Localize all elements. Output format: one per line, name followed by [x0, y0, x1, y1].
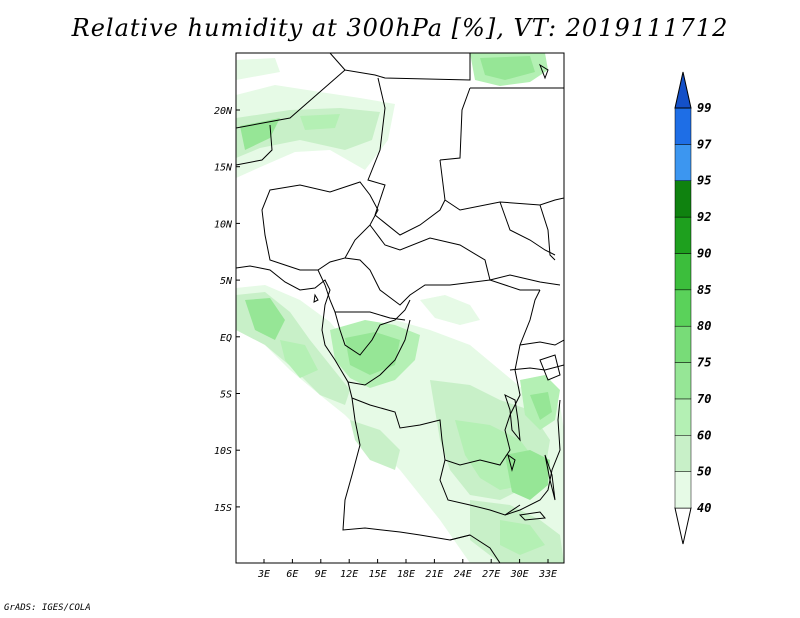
colorbar-box: [674, 216, 692, 254]
lon-label: 33E: [538, 569, 557, 580]
lat-label: 5S: [220, 390, 232, 401]
map-title: Relative humidity at 300hPa [%], VT: 201…: [71, 14, 729, 42]
colorbar-label: 60: [697, 428, 711, 442]
colorbar-high-arrow: [674, 71, 692, 109]
colorbar-box: [674, 180, 692, 218]
map-frame: [235, 52, 565, 564]
lat-label: 20N: [214, 106, 233, 117]
colorbar-box: [674, 471, 692, 509]
lat-label: EQ: [220, 333, 232, 344]
colorbar-box: [674, 362, 692, 400]
lat-label: 5N: [220, 276, 233, 287]
colorbar-box: [674, 435, 692, 472]
colorbar-label: 50: [697, 465, 711, 479]
colorbar-box: [674, 289, 692, 327]
lon-label: 21E: [425, 569, 443, 580]
lat-label: 15S: [214, 503, 232, 514]
colorbar-label: 80: [697, 319, 711, 333]
lon-label: 12E: [340, 569, 358, 580]
lat-label: 10S: [214, 446, 232, 457]
colorbar-label: 99: [697, 101, 711, 115]
colorbar-label: 40: [697, 501, 711, 515]
colorbar-label: 97: [697, 137, 712, 151]
colorbar-box: [674, 398, 692, 436]
longitude-axis: 3E 6E 9E 12E 15E 18E 21E 24E 27E 30E 33E: [257, 559, 557, 580]
lat-label: 15N: [214, 163, 233, 174]
colorbar-box: [674, 253, 692, 291]
colorbar-box: [674, 325, 692, 363]
country-borders: [236, 53, 564, 563]
colorbar-box: [674, 144, 692, 181]
lon-label: 15E: [369, 569, 387, 580]
grads-credit: GrADS: IGES/COLA: [4, 603, 91, 613]
colorbar-label: 75: [697, 356, 711, 370]
lon-label: 6E: [286, 569, 298, 580]
colorbar-low-arrow: [674, 507, 692, 545]
colorbar-label: 95: [697, 174, 711, 188]
lon-label: 30E: [510, 569, 529, 580]
lon-label: 9E: [315, 569, 327, 580]
colorbar-label: 85: [697, 283, 711, 297]
colorbar-label: 92: [697, 210, 711, 224]
latitude-axis: 20N 15N 10N 5N EQ 5S 10S 15S: [214, 106, 240, 514]
lon-label: 18E: [397, 569, 415, 580]
humidity-fill-layer: [236, 53, 564, 563]
colorbar: 40 50 60 70 75 80 85 90 92 95 97 99: [674, 71, 712, 545]
lon-label: 3E: [257, 569, 270, 580]
lat-label: 10N: [214, 219, 233, 230]
colorbar-label: 70: [697, 392, 711, 406]
colorbar-box: [674, 107, 692, 145]
lon-label: 27E: [482, 569, 500, 580]
colorbar-label: 90: [697, 246, 711, 260]
lon-label: 24E: [454, 569, 472, 580]
